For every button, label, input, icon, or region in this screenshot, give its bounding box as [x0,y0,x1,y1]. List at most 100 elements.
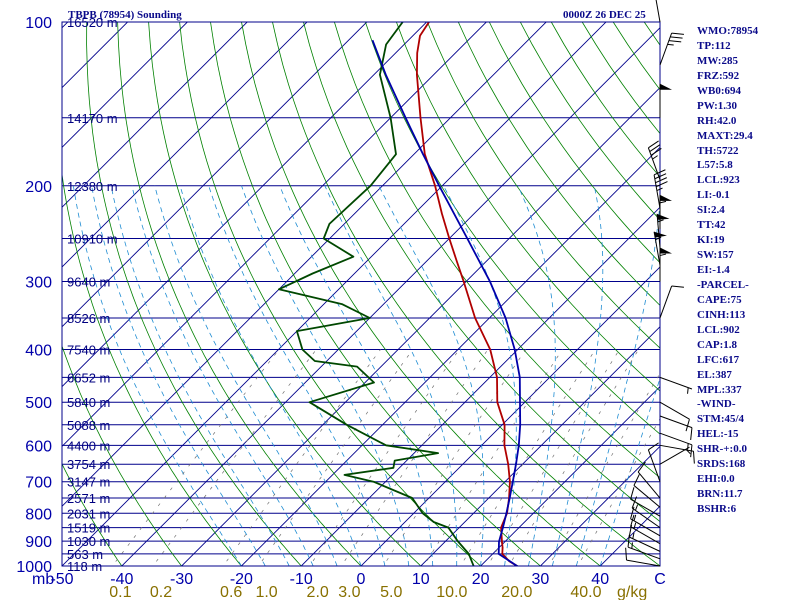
wind-barb [630,514,661,545]
dry-adiabat [117,22,362,566]
height-label: 2031 m [67,506,110,521]
index-value: STM:45/4 [697,413,745,426]
isotherm [62,22,248,208]
wind-barb [659,194,672,229]
wind-barb [631,496,661,529]
moist-adiabat [179,185,362,566]
mixing-ratio-line [423,349,563,566]
moist-adiabat [517,185,556,566]
mixing-ratio-line [111,349,280,566]
pressure-tick-label: 300 [25,275,52,292]
dry-adiabat [488,22,660,264]
dry-adiabat [272,22,660,566]
index-value: L57:5.8 [697,159,733,172]
height-label: 4400 m [67,438,110,453]
index-value: CAP:1.8 [697,338,738,351]
dry-adiabat [210,22,542,566]
moist-adiabat [443,185,517,566]
index-value: SI:2.4 [697,204,725,217]
height-label: 5840 m [67,395,110,410]
isotherm [240,146,660,566]
moist-adiabat [324,185,458,566]
isotherm [180,86,660,566]
pressure-tick-label: 1000 [16,559,52,576]
isotherm [62,22,488,448]
isotherm [62,22,308,268]
height-label: 2571 m [67,491,110,506]
mixing-ratio-line [309,349,460,566]
mixing-ratio-line [222,349,381,566]
temperature-profile [416,22,519,566]
chart-title: TBPB (78954) Sounding [68,9,182,21]
dry-adiabat [241,22,601,566]
index-value: TP:112 [697,39,731,52]
temperature-tick-label: -40 [110,571,133,588]
mixing-ratio-line [577,418,660,566]
height-labels: 16520 m 14170 m 12380 m 10910 m 9640 m 8526 m… [67,15,118,574]
dewpoint-profile [278,22,475,566]
dry-adiabat [364,22,660,435]
height-label: 9640 m [67,275,110,290]
isotherm [360,266,660,566]
wind-barb [633,474,661,508]
dry-adiabat [62,463,123,566]
mixing-ratio-label: 40.0 [570,584,601,600]
wind-barb [659,401,690,432]
index-value: SHR-+:0.0 [697,443,747,456]
moist-adiabat [552,185,604,566]
wind-barb [659,285,684,319]
height-label: 6652 m [67,370,110,385]
sounding-profiles [278,22,522,566]
pressure-tick-label: 600 [25,438,52,455]
mixing-ratio-unit-label: g/kg [617,584,647,600]
mixing-ratio-line [508,349,639,566]
index-value: -PARCEL- [697,278,749,291]
pressure-tick-label: 200 [25,179,52,196]
pressure-tick-label: 700 [25,475,52,492]
isotherm [62,22,607,566]
temperature-tick-label: 10 [412,571,430,588]
wind-barb [655,0,661,23]
wind-barb [653,169,668,209]
pressure-tick-label: 800 [25,506,52,523]
mixing-ratio-label: 3.0 [338,584,360,600]
height-label: 8526 m [67,311,110,326]
isotherm [62,22,547,507]
moist-adiabat [208,185,386,566]
pressure-tick-label: 500 [25,395,52,412]
mixing-ratio-label: 0.6 [220,584,242,600]
wind-barb [656,213,670,248]
moist-adiabat [154,185,338,566]
dry-adiabat [179,22,482,566]
mixing-ratio-line [460,349,596,566]
mixing-ratio-label: 0.1 [109,584,131,600]
index-value: LCL:902 [697,323,740,336]
moist-adiabat [91,185,266,566]
pressure-tick-label: 400 [25,343,52,360]
isotherm [420,326,660,566]
height-label: 3754 m [67,457,110,472]
index-value: BSHR:6 [697,503,737,515]
index-value: -WIND- [697,398,736,411]
height-label: 118 m [67,559,102,574]
height-label: 16520 m [67,15,118,30]
moist-adiabat [279,185,434,566]
dry-adiabat [395,22,660,392]
index-value: EL:387 [697,368,732,381]
mixing-ratio-line [548,372,660,566]
wind-barb [659,32,684,66]
wind-barb [659,444,695,464]
index-value: KI:19 [697,234,725,247]
pressure-tick-label: 100 [25,15,52,32]
chart-grid [62,22,660,566]
dry-adiabat [333,22,660,479]
temperature-tick-label: -50 [50,571,73,588]
moist-adiabat [73,185,242,566]
mixing-ratio-line [258,349,414,566]
dry-adiabat [457,22,660,306]
index-value: BRN:11.7 [697,488,743,501]
mixing-ratio-label: 0.2 [150,584,172,600]
temperature-tick-label: -20 [230,571,253,588]
moist-adiabat [110,185,290,566]
